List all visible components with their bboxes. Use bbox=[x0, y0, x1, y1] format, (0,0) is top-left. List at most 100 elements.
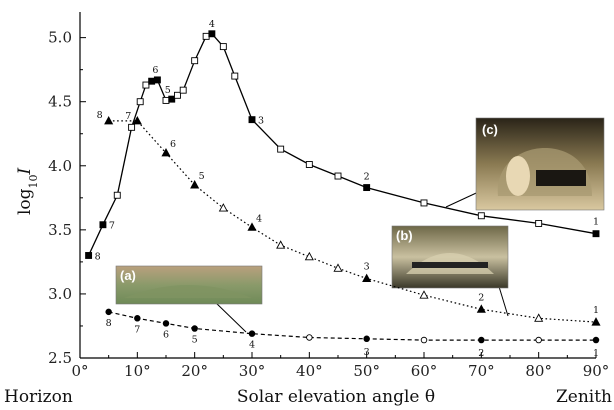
inset-label: (c) bbox=[482, 122, 498, 137]
point-label: 4 bbox=[209, 19, 215, 30]
point-label: 6 bbox=[170, 139, 176, 150]
x-tick-label: 50° bbox=[353, 362, 380, 380]
inset-leader-line bbox=[213, 300, 247, 333]
data-point bbox=[136, 98, 144, 106]
y-tick-label: 2.5 bbox=[48, 349, 72, 367]
series-line bbox=[108, 311, 596, 341]
data-point bbox=[105, 308, 112, 316]
y-axis-label: log10I bbox=[15, 167, 40, 215]
x-tick-label: 40° bbox=[296, 362, 323, 380]
point-label: 1 bbox=[593, 217, 599, 228]
data-point bbox=[333, 263, 343, 272]
data-point bbox=[191, 325, 198, 332]
x-axis-label: Solar elevation angle θ bbox=[237, 387, 435, 407]
droplet-photo bbox=[115, 265, 263, 305]
point-label: 3 bbox=[364, 347, 370, 358]
data-point bbox=[247, 222, 257, 231]
data-point bbox=[476, 304, 486, 313]
point-label: 6 bbox=[163, 329, 169, 340]
data-point bbox=[420, 199, 428, 207]
droplet-shadow bbox=[412, 262, 488, 268]
data-point bbox=[277, 145, 285, 153]
data-point bbox=[85, 252, 93, 259]
data-point bbox=[305, 161, 313, 168]
data-point bbox=[304, 251, 314, 261]
point-label: 3 bbox=[364, 262, 370, 273]
data-point bbox=[592, 336, 600, 344]
data-point bbox=[113, 191, 121, 199]
data-point bbox=[248, 116, 256, 124]
droplet-shape bbox=[124, 285, 252, 298]
data-point bbox=[535, 336, 542, 344]
data-point bbox=[478, 336, 485, 344]
data-point bbox=[142, 81, 150, 89]
data-point bbox=[132, 115, 142, 125]
data-point bbox=[334, 172, 342, 180]
data-point bbox=[477, 212, 485, 220]
data-point bbox=[420, 336, 428, 344]
point-label: 8 bbox=[95, 251, 101, 262]
data-point bbox=[592, 230, 600, 238]
data-point bbox=[191, 57, 199, 65]
x-tick-label: 20° bbox=[181, 362, 208, 380]
data-point bbox=[535, 219, 543, 227]
point-label: 2 bbox=[478, 348, 484, 359]
series-a: 8 7 6 5 4 3 2 1 bbox=[105, 308, 600, 359]
data-point bbox=[153, 76, 161, 84]
data-point bbox=[276, 240, 286, 249]
x-tick-label: 10° bbox=[124, 362, 151, 380]
point-label: 7 bbox=[134, 324, 140, 335]
point-label: 5 bbox=[192, 335, 198, 346]
inset-label: (b) bbox=[396, 228, 413, 243]
point-label: 7 bbox=[109, 221, 115, 232]
data-point bbox=[591, 317, 601, 326]
data-point bbox=[99, 221, 107, 229]
x-tick-label: 60° bbox=[411, 362, 438, 380]
point-label: 2 bbox=[364, 172, 370, 183]
point-label: 1 bbox=[593, 348, 599, 359]
chart-axes: 2.5 3.0 3.5 4.0 4.5 5.0 0° 10° 20° 30° 40° 50° 60° 70… bbox=[48, 12, 609, 380]
y-tick-label: 3.5 bbox=[48, 221, 72, 239]
point-label: 2 bbox=[478, 292, 484, 303]
series-b: 8 7 6 5 4 3 2 1 bbox=[97, 110, 601, 326]
data-point bbox=[134, 315, 141, 322]
point-label: 5 bbox=[199, 171, 205, 182]
x-axis-horizon-label: Horizon bbox=[4, 387, 73, 407]
point-label: 3 bbox=[258, 116, 264, 127]
data-point bbox=[208, 30, 216, 38]
data-point bbox=[362, 273, 372, 282]
data-point bbox=[104, 115, 114, 125]
inset-label: (a) bbox=[120, 268, 136, 283]
data-point bbox=[231, 72, 239, 80]
data-point bbox=[218, 203, 228, 212]
data-point bbox=[162, 320, 170, 327]
data-point bbox=[363, 335, 370, 343]
data-point bbox=[219, 43, 227, 51]
point-label: 6 bbox=[152, 65, 158, 76]
point-label: 5 bbox=[165, 85, 171, 96]
x-tick-label: 30° bbox=[239, 362, 266, 380]
data-point bbox=[248, 330, 256, 337]
data-point bbox=[161, 148, 171, 157]
x-axis-zenith-label: Zenith bbox=[556, 387, 612, 407]
data-point bbox=[306, 334, 313, 341]
data-point bbox=[363, 184, 371, 192]
data-point bbox=[202, 32, 210, 40]
x-tick-label: 0° bbox=[71, 362, 88, 380]
chart-text: log10I Solar elevation angle θ Horizon Z… bbox=[4, 167, 612, 407]
data-point bbox=[534, 313, 544, 322]
point-label: 7 bbox=[125, 111, 131, 122]
data-point bbox=[174, 91, 181, 99]
x-tick-label: 90° bbox=[583, 362, 610, 380]
droplet-highlight bbox=[506, 156, 530, 196]
y-tick-label: 3.0 bbox=[48, 285, 72, 303]
droplet-shadow bbox=[536, 170, 586, 186]
data-point bbox=[162, 96, 170, 104]
x-tick-label: 80° bbox=[525, 362, 552, 380]
y-tick-label: 4.5 bbox=[48, 93, 72, 111]
droplet-insets: (a) (b) (c) bbox=[115, 117, 605, 333]
data-point bbox=[419, 290, 429, 299]
